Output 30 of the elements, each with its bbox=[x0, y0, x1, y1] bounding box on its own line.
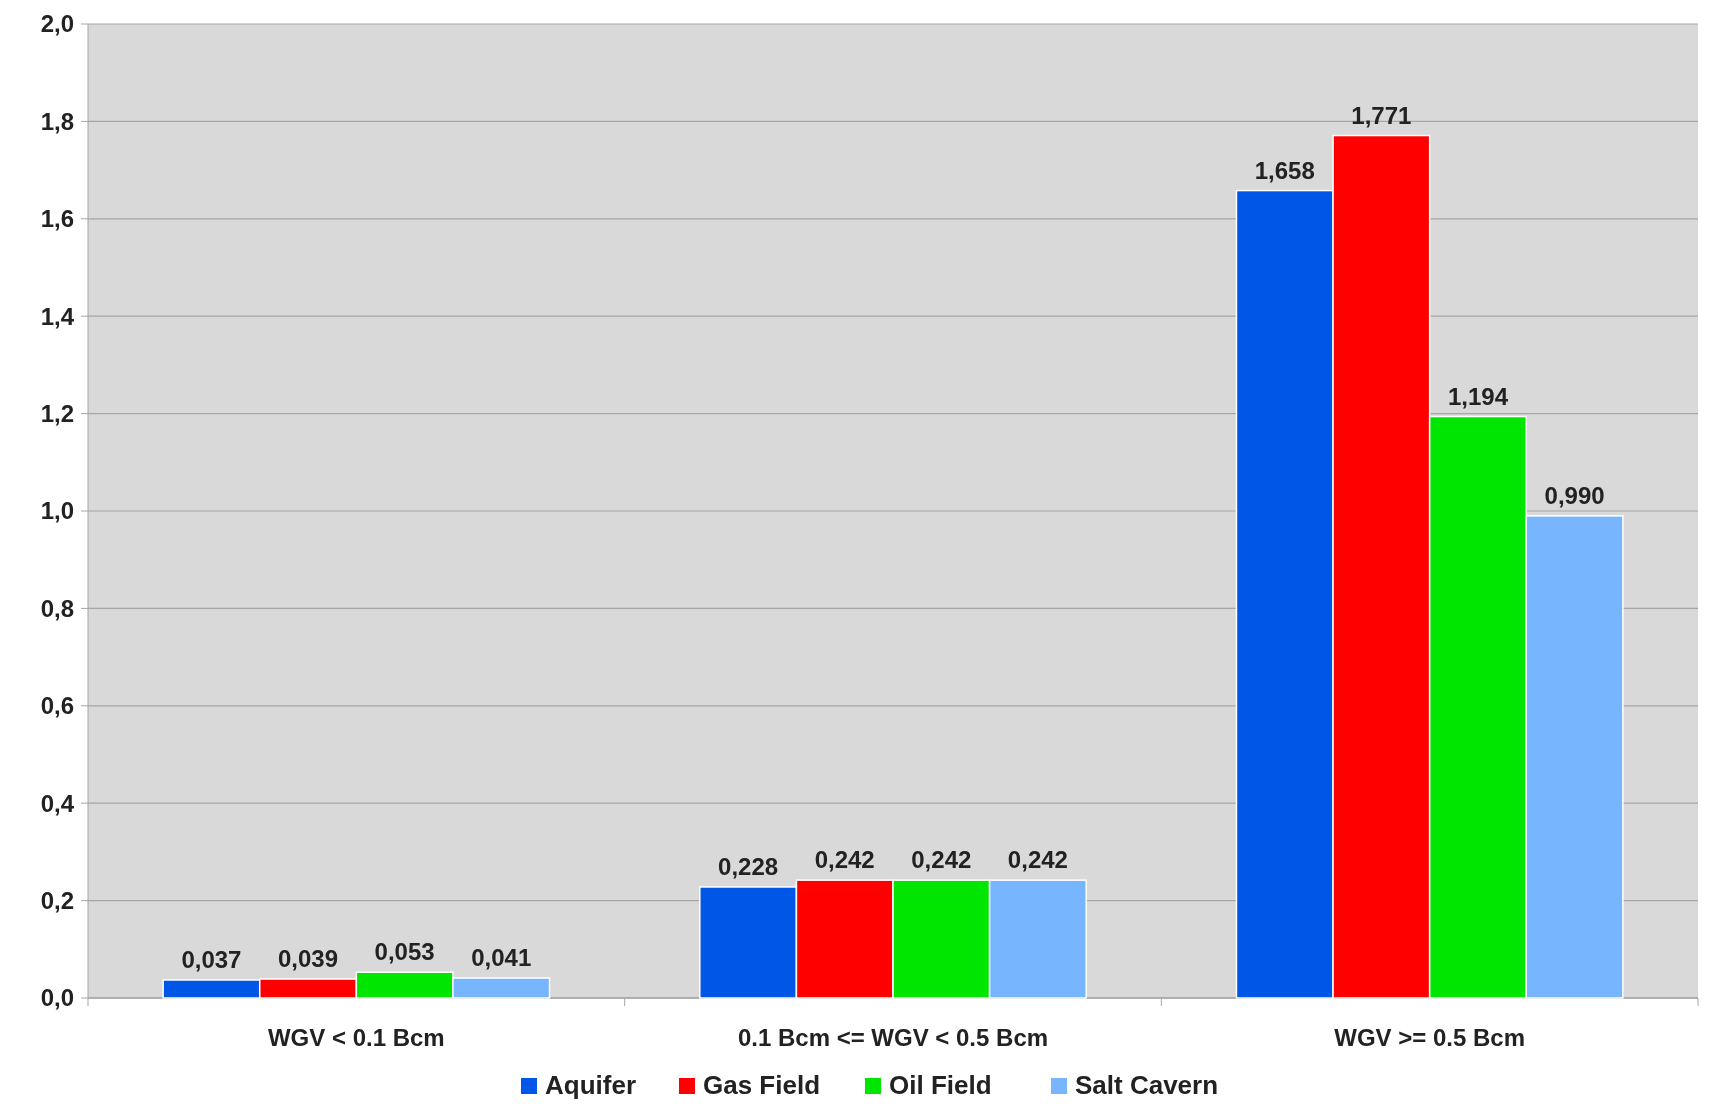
data-label: 1,194 bbox=[1447, 382, 1509, 410]
data-label: 1,658 bbox=[1254, 156, 1315, 184]
data-label: 0,242 bbox=[911, 846, 972, 874]
y-tick-label: 0,2 bbox=[40, 887, 74, 914]
x-tick-label: 0.1 Bcm <= WGV < 0.5 Bcm bbox=[737, 1024, 1049, 1051]
legend-label: Aquifer bbox=[545, 1070, 636, 1100]
legend-label: Oil Field bbox=[889, 1070, 992, 1100]
y-tick-label: 0,4 bbox=[40, 789, 75, 817]
y-tick-label: 1,0 bbox=[40, 497, 74, 525]
data-label: 0,037 bbox=[181, 945, 242, 973]
y-tick-label: 1,8 bbox=[40, 107, 74, 135]
data-label: 0,228 bbox=[718, 852, 779, 880]
y-tick-label: 1,4 bbox=[40, 302, 75, 330]
data-label: 0,041 bbox=[471, 944, 532, 972]
x-tick-label: WGV >= 0.5 Bcm bbox=[1334, 1024, 1526, 1051]
data-label: 1,771 bbox=[1351, 101, 1412, 129]
data-label: 0,242 bbox=[814, 846, 875, 874]
data-label: 0,053 bbox=[374, 938, 435, 966]
data-label: 0,242 bbox=[1007, 846, 1068, 874]
x-tick-label: WGV < 0.1 Bcm bbox=[267, 1024, 445, 1051]
legend-label: Salt Cavern bbox=[1075, 1070, 1219, 1100]
data-label: 0,039 bbox=[278, 945, 339, 973]
y-tick-label: 0,0 bbox=[40, 984, 74, 1012]
y-tick-label: 0,8 bbox=[40, 594, 74, 622]
y-tick-label: 0,6 bbox=[40, 692, 74, 720]
y-tick-label: 1,6 bbox=[40, 205, 74, 233]
legend-label: Gas Field bbox=[703, 1070, 821, 1100]
data-label: 0,990 bbox=[1544, 481, 1605, 509]
y-tick-label: 1,2 bbox=[40, 400, 74, 427]
y-tick-label: 2,0 bbox=[40, 10, 74, 38]
